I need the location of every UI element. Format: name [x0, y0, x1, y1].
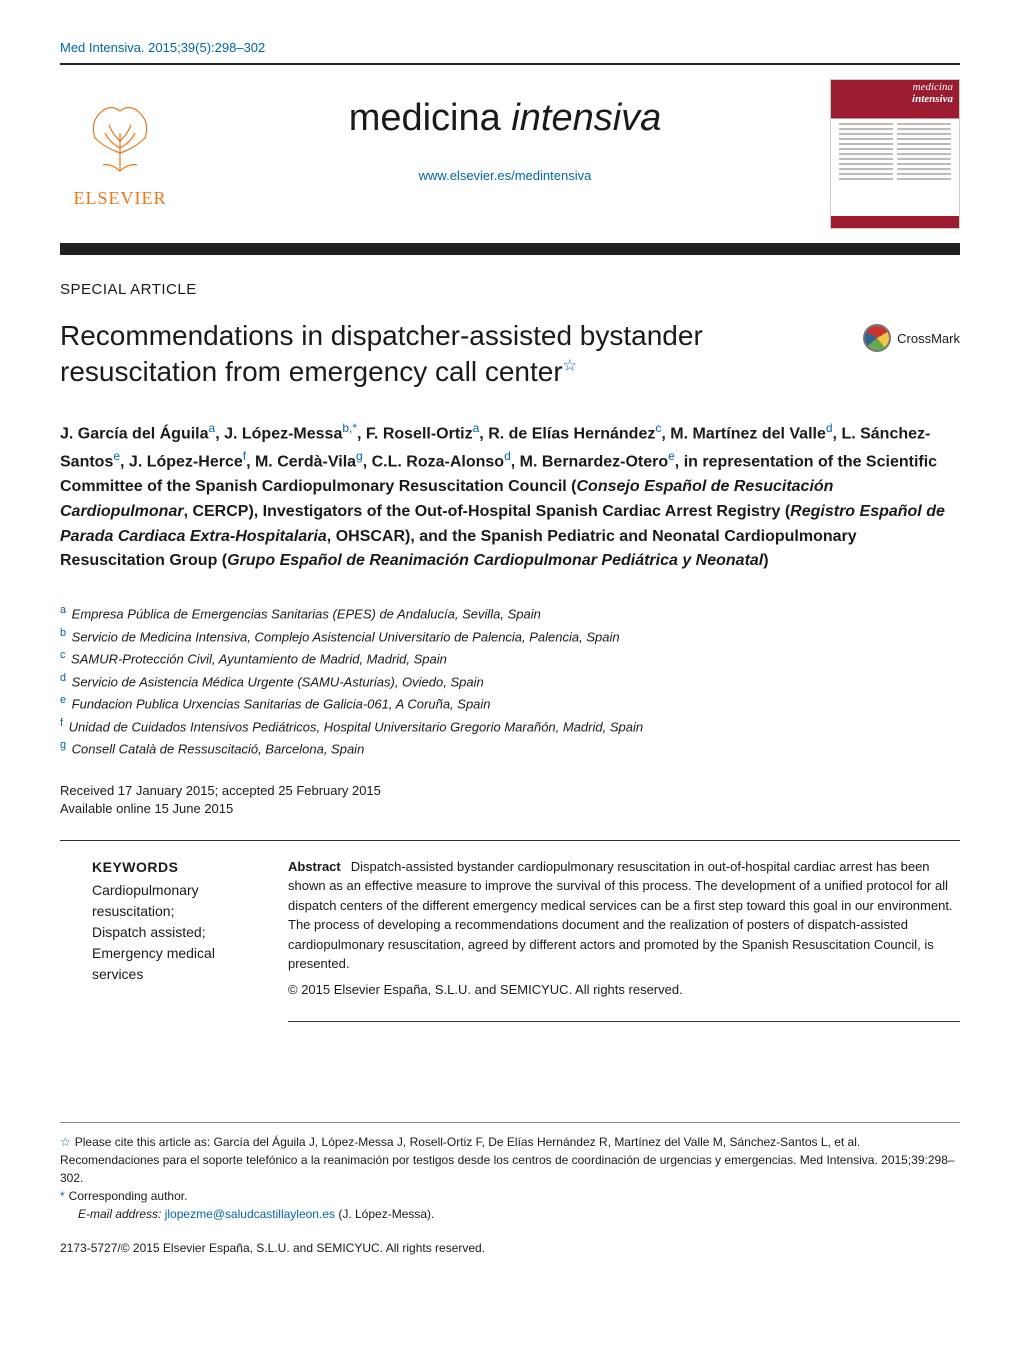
affiliation-item: c SAMUR-Protección Civil, Ayuntamiento d…: [60, 647, 960, 669]
abstract-block: KEYWORDS Cardiopulmonary resuscitation; …: [60, 841, 960, 1022]
running-head-citation[interactable]: Med Intensiva. 2015;39(5):298–302: [60, 40, 960, 55]
affiliation-item: b Servicio de Medicina Intensiva, Comple…: [60, 625, 960, 647]
online-date: Available online 15 June 2015: [60, 800, 960, 818]
title-footnote-star-icon: ☆: [563, 358, 577, 375]
elsevier-wordmark: ELSEVIER: [74, 188, 167, 209]
abstract-copyright: © 2015 Elsevier España, S.L.U. and SEMIC…: [288, 980, 960, 1000]
affiliation-sup: b: [60, 627, 66, 639]
cover-thumbnail-title: medicina intensiva: [912, 82, 953, 105]
affiliation-text: Servicio de Medicina Intensiva, Complejo…: [68, 629, 620, 644]
elsevier-logo: ELSEVIER: [60, 79, 180, 213]
affiliation-text: SAMUR-Protección Civil, Ayuntamiento de …: [67, 651, 446, 666]
affiliation-sup: d: [60, 672, 66, 684]
affiliation-text: Fundacion Publica Urxencias Sanitarias d…: [68, 696, 491, 711]
footnote-corresponding-text: Corresponding author.: [69, 1189, 188, 1203]
affiliation-item: f Unidad de Cuidados Intensivos Pediátri…: [60, 715, 960, 737]
email-link[interactable]: jlopezme@saludcastillayleon.es: [165, 1207, 335, 1221]
crossmark-badge[interactable]: CrossMark: [863, 324, 960, 352]
footnote-cite: ☆Please cite this article as: García del…: [60, 1133, 960, 1187]
section-label: SPECIAL ARTICLE: [60, 281, 960, 298]
authors-block: J. García del Águilaa, J. López-Messab,*…: [60, 419, 960, 574]
abstract-text: Dispatch-assisted bystander cardiopulmon…: [288, 859, 953, 972]
crossmark-icon: [863, 324, 891, 352]
affiliation-text: Consell Català de Ressuscitació, Barcelo…: [68, 741, 364, 756]
email-label: E-mail address:: [78, 1207, 161, 1221]
journal-title-block: medicina intensiva www.elsevier.es/medin…: [180, 79, 830, 183]
footnote-asterisk-icon: *: [60, 1189, 65, 1203]
affiliation-text: Unidad de Cuidados Intensivos Pediátrico…: [65, 719, 643, 734]
article-title-text: Recommendations in dispatcher-assisted b…: [60, 320, 703, 387]
footnote-corresponding: * Corresponding author.: [60, 1187, 960, 1205]
rule-top: [60, 63, 960, 65]
affiliation-sup: e: [60, 694, 66, 706]
footnote-email: E-mail address: jlopezme@saludcastillayl…: [60, 1205, 960, 1223]
rule-banner-bottom: [60, 243, 960, 255]
affiliation-text: Servicio de Asistencia Médica Urgente (S…: [68, 674, 484, 689]
affiliation-text: Empresa Pública de Emergencias Sanitaria…: [68, 607, 541, 622]
journal-title-prefix: medicina: [349, 97, 512, 139]
journal-title: medicina intensiva: [180, 97, 830, 140]
received-date: Received 17 January 2015; accepted 25 Fe…: [60, 782, 960, 800]
affiliation-item: a Empresa Pública de Emergencias Sanitar…: [60, 602, 960, 624]
affiliation-item: e Fundacion Publica Urxencias Sanitarias…: [60, 692, 960, 714]
keywords-heading: KEYWORDS: [92, 857, 248, 878]
issn-copyright-line: 2173-5727/© 2015 Elsevier España, S.L.U.…: [60, 1241, 960, 1255]
crossmark-label: CrossMark: [897, 331, 960, 346]
issue-cover-thumbnail: medicina intensiva: [830, 79, 960, 229]
affiliation-sup: f: [60, 717, 63, 729]
keywords-column: KEYWORDS Cardiopulmonary resuscitation; …: [92, 857, 248, 1000]
abstract-column: AbstractDispatch-assisted bystander card…: [288, 857, 960, 1000]
journal-title-italic: intensiva: [511, 97, 661, 139]
affiliation-item: d Servicio de Asistencia Médica Urgente …: [60, 670, 960, 692]
article-dates: Received 17 January 2015; accepted 25 Fe…: [60, 782, 960, 818]
affiliation-sup: g: [60, 739, 66, 751]
abstract-label: Abstract: [288, 859, 341, 874]
keywords-list: Cardiopulmonary resuscitation; Dispatch …: [92, 880, 248, 985]
cover-title-line1: medicina: [913, 81, 953, 93]
affiliation-sup: a: [60, 604, 66, 616]
rule-abstract-bottom: [288, 1021, 960, 1022]
elsevier-tree-icon: [75, 93, 165, 184]
email-owner: (J. López-Messa).: [338, 1207, 434, 1221]
journal-url[interactable]: www.elsevier.es/medintensiva: [180, 168, 830, 183]
affiliations-list: a Empresa Pública de Emergencias Sanitar…: [60, 602, 960, 759]
article-title: Recommendations in dispatcher-assisted b…: [60, 318, 839, 391]
abstract-paragraph: AbstractDispatch-assisted bystander card…: [288, 857, 960, 974]
journal-banner: ELSEVIER medicina intensiva www.elsevier…: [60, 79, 960, 229]
footnotes-block: ☆Please cite this article as: García del…: [60, 1122, 960, 1223]
footnote-cite-text: Please cite this article as: García del …: [60, 1135, 955, 1185]
article-header-row: Recommendations in dispatcher-assisted b…: [60, 318, 960, 419]
affiliation-sup: c: [60, 649, 65, 661]
affiliation-item: g Consell Català de Ressuscitació, Barce…: [60, 737, 960, 759]
cover-title-line2: intensiva: [912, 93, 953, 105]
footnote-star-icon: ☆: [60, 1135, 71, 1149]
cover-body-placeholder: [839, 120, 951, 214]
